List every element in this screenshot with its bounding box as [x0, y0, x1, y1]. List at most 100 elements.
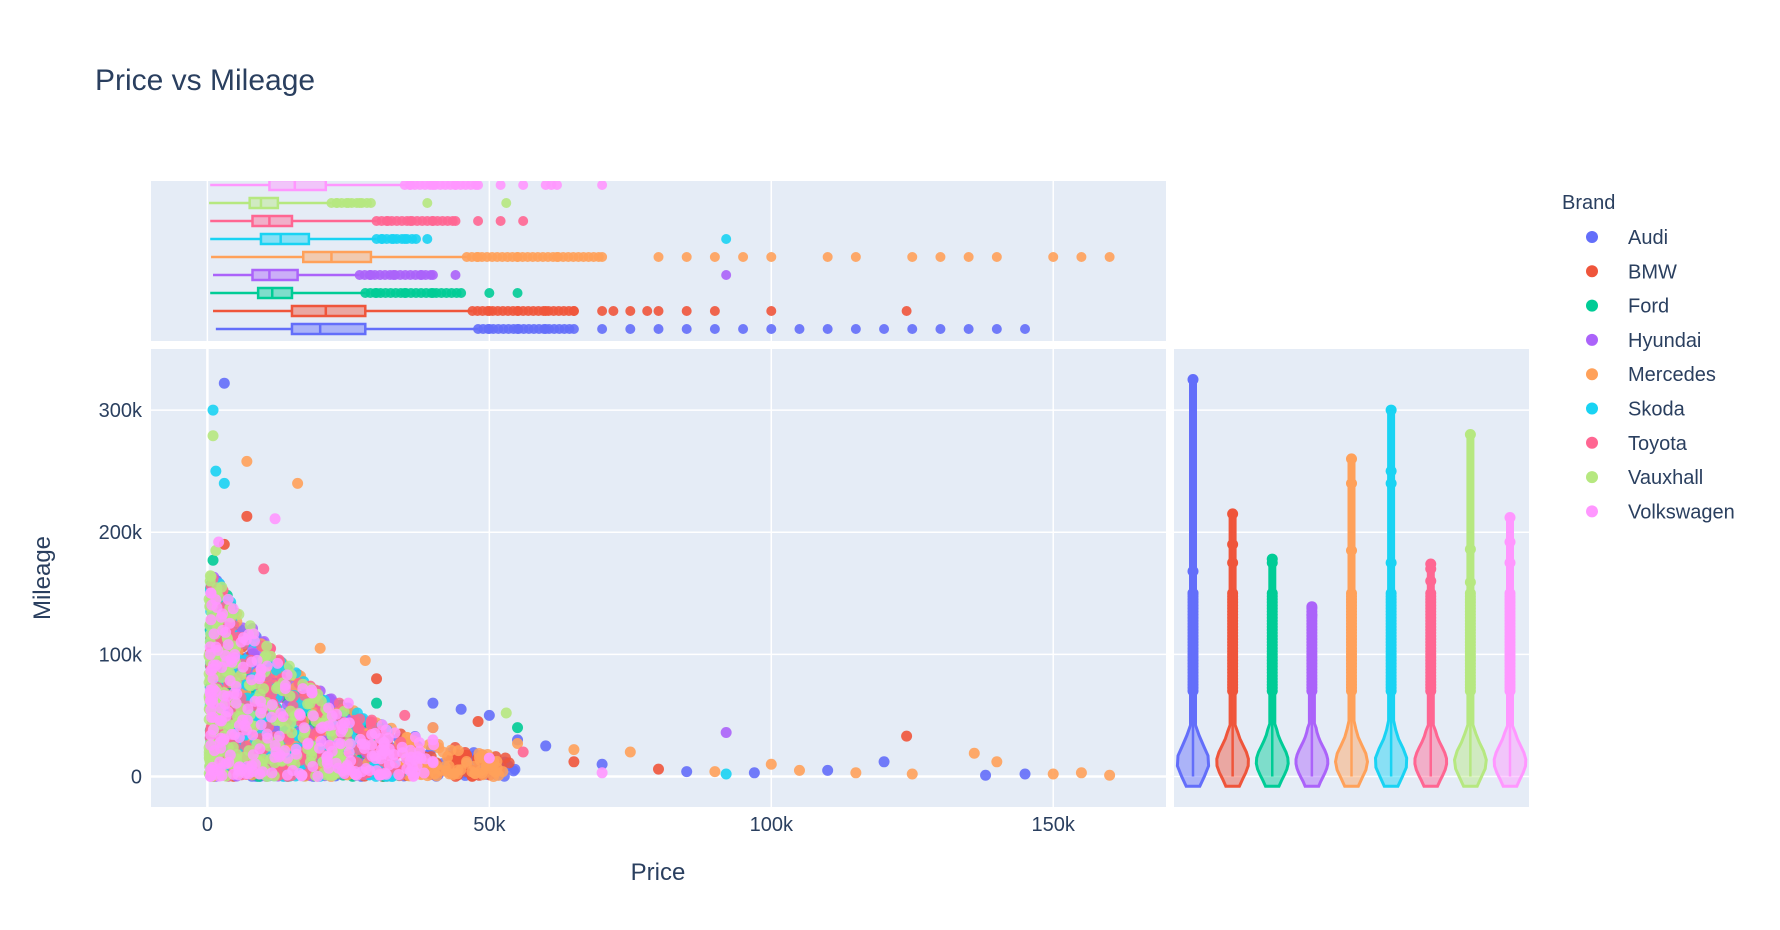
legend-label-skoda: Skoda — [1628, 399, 1686, 421]
box-outlier — [354, 198, 365, 208]
legend-title: Brand — [1562, 192, 1615, 214]
box-outlier — [681, 252, 692, 262]
legend-label-toyota: Toyota — [1628, 433, 1688, 455]
box-iqr — [259, 232, 311, 246]
box-outlier — [388, 234, 399, 244]
scatter-point — [254, 743, 266, 755]
right-marginal-violins — [1175, 374, 1528, 788]
legend-marker-ford — [1586, 299, 1598, 312]
box-outlier — [365, 198, 376, 208]
scatter-point — [404, 765, 416, 777]
scatter-point — [681, 766, 693, 778]
top-marginal-boxplots — [209, 181, 1115, 336]
scatter-point — [230, 697, 242, 709]
scatter-point — [596, 767, 608, 779]
scatter-point — [540, 740, 552, 752]
scatter-point — [218, 733, 230, 745]
box-outlier — [794, 324, 805, 334]
scatter-point — [205, 587, 217, 599]
scatter-point — [331, 708, 343, 720]
legend-marker-toyota — [1586, 436, 1598, 449]
box-bmw — [213, 304, 912, 318]
scatter-point — [229, 648, 241, 660]
scatter-point — [366, 714, 378, 726]
box-outlier — [625, 306, 636, 316]
box-outlier — [484, 288, 495, 298]
scatter-point — [371, 697, 383, 709]
scatter-point — [653, 763, 664, 775]
scatter-point — [207, 430, 219, 442]
box-outlier — [1020, 324, 1031, 334]
box-volkswagen — [210, 181, 608, 192]
legend-label-audi: Audi — [1628, 227, 1668, 249]
box-outlier — [879, 324, 890, 334]
box-outlier — [766, 324, 777, 334]
scatter-point — [205, 729, 217, 741]
scatter-point — [238, 751, 250, 763]
box-outlier — [653, 324, 664, 334]
box-outlier — [422, 198, 433, 208]
box-outlier — [450, 181, 461, 190]
box-outlier — [653, 252, 664, 262]
box-iqr — [256, 286, 294, 300]
box-outlier — [738, 252, 749, 262]
scatter-point — [272, 657, 284, 669]
box-outlier — [709, 306, 720, 316]
scatter-point — [389, 727, 401, 739]
scatter-point — [389, 757, 401, 769]
scatter-point — [1104, 769, 1116, 781]
box-iqr — [302, 250, 373, 264]
scatter-point — [343, 746, 355, 758]
y-tick-label: 100k — [99, 644, 143, 666]
box-outlier — [405, 181, 416, 190]
scatter-point — [409, 754, 421, 766]
x-axis-label: Price — [631, 859, 686, 886]
scatter-point — [429, 768, 441, 780]
box-outlier — [642, 306, 653, 316]
x-tick-label: 150k — [1032, 814, 1076, 836]
scatter-point — [624, 746, 636, 758]
y-tick-label: 200k — [99, 522, 143, 544]
box-outlier — [625, 324, 636, 334]
box-outlier — [681, 306, 692, 316]
violin-vauxhall — [1452, 428, 1488, 788]
scatter-point — [233, 764, 245, 776]
box-outlier — [495, 216, 506, 226]
scatter-point — [345, 755, 357, 767]
box-outlier — [332, 198, 343, 208]
scatter-point — [220, 626, 232, 638]
legend-label-bmw: BMW — [1628, 261, 1677, 283]
legend-label-ford: Ford — [1628, 296, 1669, 318]
scatter-point — [302, 737, 314, 749]
legend-label-mercedes: Mercedes — [1628, 364, 1716, 386]
box-outlier — [501, 198, 512, 208]
box-audi — [215, 322, 1031, 336]
scatter-point — [222, 593, 234, 605]
box-outlier — [450, 270, 461, 280]
scatter-point — [287, 764, 299, 776]
scatter-point — [266, 699, 278, 711]
scatter-point — [258, 683, 270, 695]
scatter-point — [427, 722, 439, 734]
scatter-point — [204, 770, 216, 782]
box-outlier — [540, 324, 551, 334]
scatter-point — [210, 465, 222, 477]
scatter-point — [222, 639, 234, 651]
legend-marker-volkswagen — [1586, 505, 1598, 518]
box-outlier — [608, 306, 619, 316]
box-outlier — [518, 181, 529, 190]
scatter-point — [720, 726, 732, 738]
scatter-point — [206, 599, 218, 611]
scatter-point — [338, 768, 350, 780]
scatter-point — [455, 703, 467, 715]
x-tick-label: 100k — [750, 814, 794, 836]
violin-mercedes — [1333, 453, 1370, 788]
box-outlier — [473, 181, 484, 190]
box-outlier — [738, 324, 749, 334]
box-mercedes — [211, 250, 1115, 264]
legend-label-vauxhall: Vauxhall — [1628, 467, 1703, 489]
scatter-point — [269, 739, 281, 751]
scatter-point — [369, 727, 381, 739]
scatter-point — [321, 751, 333, 763]
scatter-point — [374, 769, 386, 781]
